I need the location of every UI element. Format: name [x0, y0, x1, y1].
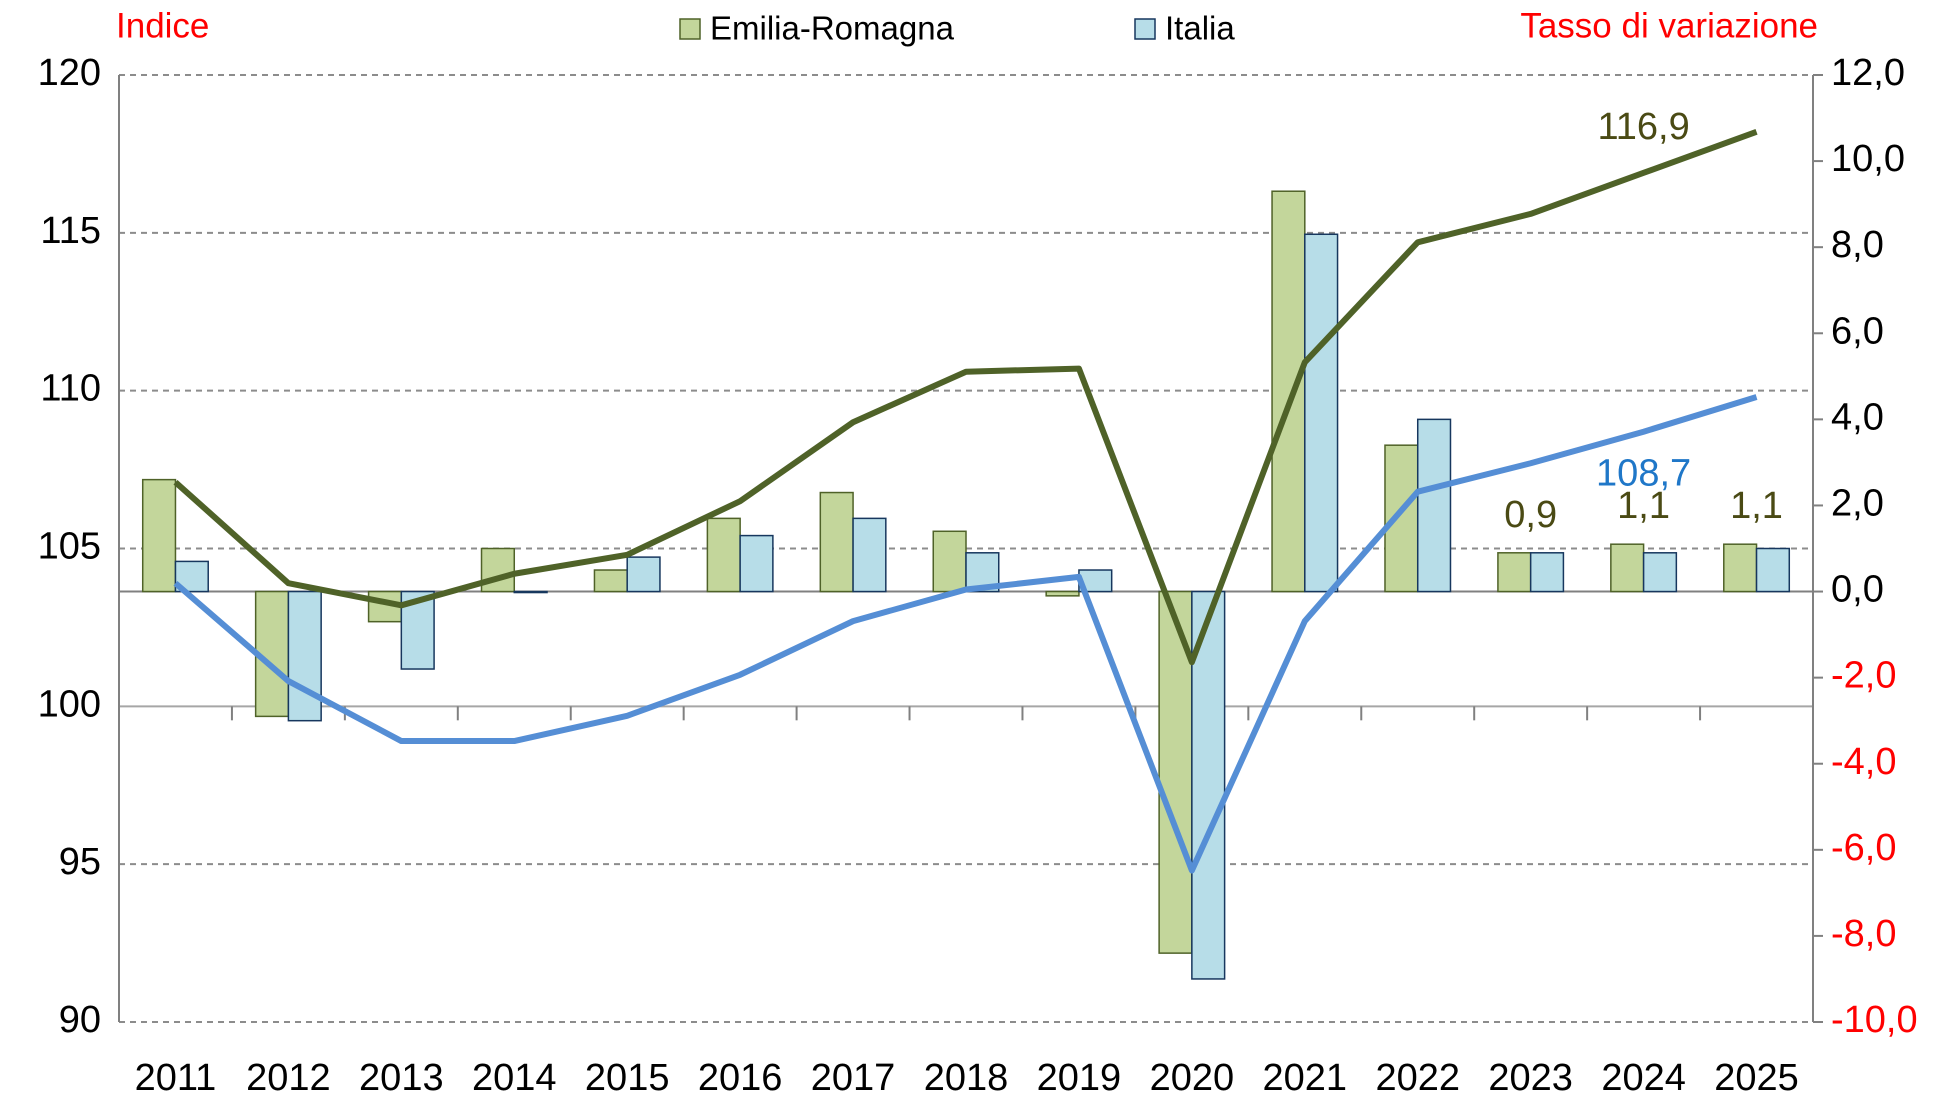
- bar-value-label: 1,1: [1730, 485, 1783, 527]
- index-line: [173, 129, 1758, 666]
- y2-tick-label: 4,0: [1831, 396, 1884, 438]
- x-tick-label: 2020: [1150, 1057, 1235, 1097]
- bar: [1755, 547, 1791, 593]
- y-tick-label: 95: [59, 841, 101, 883]
- bar: [1416, 418, 1452, 593]
- y-tick-label: 120: [38, 52, 101, 94]
- y2-tick-label: -2,0: [1831, 655, 1896, 697]
- bar: [480, 547, 516, 593]
- bar: [287, 590, 322, 722]
- x-tick-label: 2017: [811, 1057, 896, 1097]
- index-value-label: 116,9: [1597, 106, 1689, 148]
- bar: [1497, 552, 1532, 593]
- legend-label: Italia: [1165, 10, 1235, 47]
- y-axis-title: Indice: [116, 6, 209, 45]
- y2-tick-label: -8,0: [1831, 913, 1896, 955]
- bar: [819, 491, 854, 593]
- bar: [1723, 543, 1758, 593]
- y2-tick-label: -6,0: [1831, 827, 1896, 869]
- x-tick-label: 2019: [1037, 1057, 1122, 1097]
- bar: [1384, 444, 1419, 593]
- legend-swatch: [1134, 18, 1156, 40]
- x-tick-label: 2018: [924, 1057, 1009, 1097]
- index-line: [173, 394, 1758, 874]
- y2-tick-label: 6,0: [1831, 310, 1884, 352]
- x-tick-label: 2014: [472, 1057, 557, 1097]
- bar: [739, 534, 774, 593]
- index-value-label: 108,7: [1596, 453, 1691, 495]
- legend-swatch: [679, 18, 701, 40]
- bar: [1642, 552, 1678, 593]
- x-tick-label: 2012: [246, 1057, 331, 1097]
- bar: [593, 569, 628, 593]
- x-tick-label: 2024: [1601, 1057, 1686, 1097]
- bar-value-label: 0,9: [1504, 494, 1557, 536]
- y-tick-label: 115: [40, 210, 101, 252]
- bar: [1529, 552, 1565, 593]
- y-tick-label: 110: [40, 368, 101, 410]
- bar: [513, 590, 548, 594]
- x-tick-label: 2022: [1375, 1057, 1460, 1097]
- bar: [932, 530, 967, 593]
- bar: [1304, 233, 1339, 593]
- bar: [852, 517, 887, 593]
- x-tick-label: 2015: [585, 1057, 670, 1097]
- y2-axis-title: Tasso di variazione: [1520, 6, 1818, 45]
- y-tick-label: 100: [38, 683, 101, 725]
- y2-tick-label: 8,0: [1831, 224, 1884, 266]
- x-tick-label: 2013: [359, 1057, 444, 1097]
- legend-label: Emilia-Romagna: [710, 10, 955, 47]
- y2-tick-label: 12,0: [1831, 52, 1905, 94]
- x-tick-label: 2023: [1488, 1057, 1573, 1097]
- y2-tick-label: 10,0: [1831, 138, 1905, 180]
- bar: [1610, 543, 1645, 593]
- y2-tick-label: -4,0: [1831, 741, 1896, 783]
- x-tick-label: 2025: [1714, 1057, 1799, 1097]
- bar: [1271, 190, 1306, 593]
- x-tick-label: 2021: [1263, 1057, 1348, 1097]
- bar-value-label: 1,1: [1617, 485, 1670, 527]
- bar: [1045, 590, 1080, 597]
- bar: [706, 517, 741, 593]
- x-tick-label: 2016: [698, 1057, 783, 1097]
- y-tick-label: 105: [38, 526, 101, 568]
- x-tick-label: 2011: [135, 1057, 217, 1097]
- y2-tick-label: 0,0: [1831, 569, 1884, 611]
- bar: [141, 478, 177, 593]
- y-tick-label: 90: [59, 999, 101, 1041]
- y2-tick-label: 2,0: [1831, 482, 1884, 524]
- bar: [626, 556, 661, 593]
- y2-tick-label: -10,0: [1831, 999, 1918, 1041]
